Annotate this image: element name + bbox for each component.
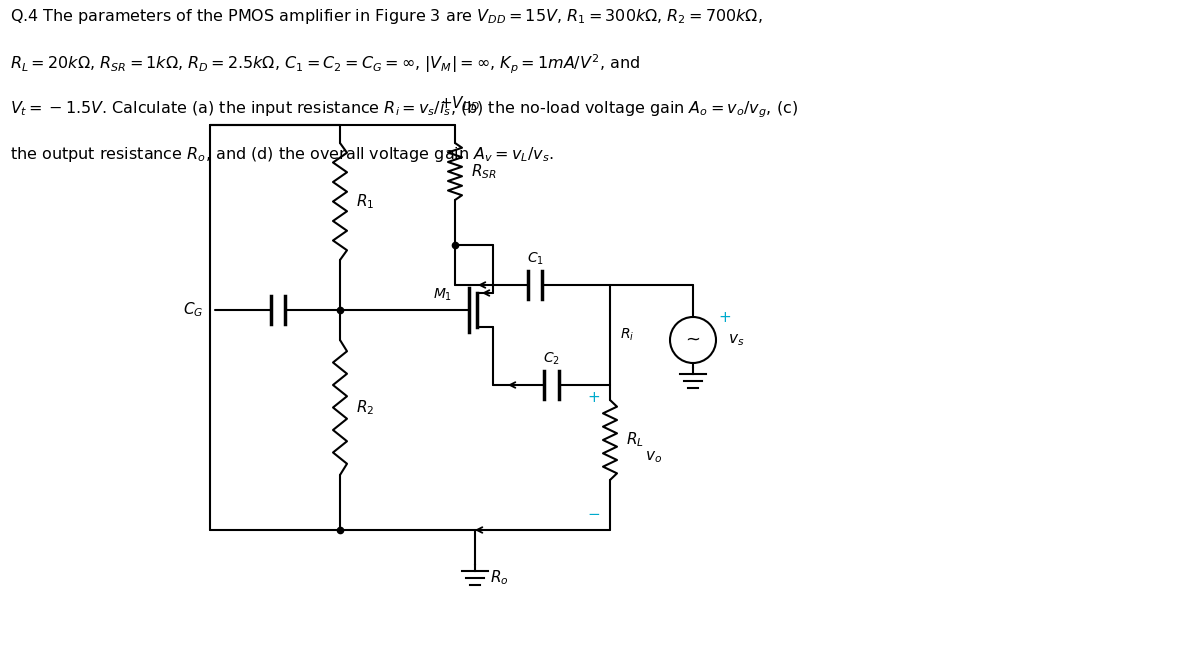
Text: $R_2$: $R_2$ xyxy=(356,398,374,417)
Text: $R_1$: $R_1$ xyxy=(356,192,374,211)
Text: the output resistance $R_o$, and (d) the overall voltage gain $A_v = v_L/v_s$.: the output resistance $R_o$, and (d) the… xyxy=(10,145,554,164)
Text: $-$: $-$ xyxy=(588,505,600,520)
Text: $R_L$: $R_L$ xyxy=(626,431,644,450)
Text: $C_1$: $C_1$ xyxy=(527,251,544,267)
Text: ~: ~ xyxy=(685,331,701,349)
Text: $R_o$: $R_o$ xyxy=(490,569,509,588)
Text: $R_L = 20k\Omega$, $R_{SR} = 1k\Omega$, $R_D = 2.5k\Omega$, $C_1 = C_2 = C_G = \: $R_L = 20k\Omega$, $R_{SR} = 1k\Omega$, … xyxy=(10,53,640,76)
Text: $V_t = -1.5V$. Calculate (a) the input resistance $R_i = v_s/i_s$, (b) the no-lo: $V_t = -1.5V$. Calculate (a) the input r… xyxy=(10,99,798,119)
Text: $R_{SR}$: $R_{SR}$ xyxy=(470,162,497,181)
Text: $v_s$: $v_s$ xyxy=(728,332,744,348)
Text: $+V_{DD}$: $+V_{DD}$ xyxy=(439,94,480,113)
Text: $M_1$: $M_1$ xyxy=(433,286,452,303)
Text: $R_i$: $R_i$ xyxy=(620,327,635,343)
Text: $C_2$: $C_2$ xyxy=(544,351,560,367)
Text: $+$: $+$ xyxy=(588,390,600,405)
Text: $+$: $+$ xyxy=(719,310,732,326)
Text: Q.4 The parameters of the PMOS amplifier in Figure 3 are $V_{DD} = 15V$, $R_1 = : Q.4 The parameters of the PMOS amplifier… xyxy=(10,7,763,26)
Text: $C_G$: $C_G$ xyxy=(182,301,203,319)
Text: $v_o$: $v_o$ xyxy=(646,450,662,465)
